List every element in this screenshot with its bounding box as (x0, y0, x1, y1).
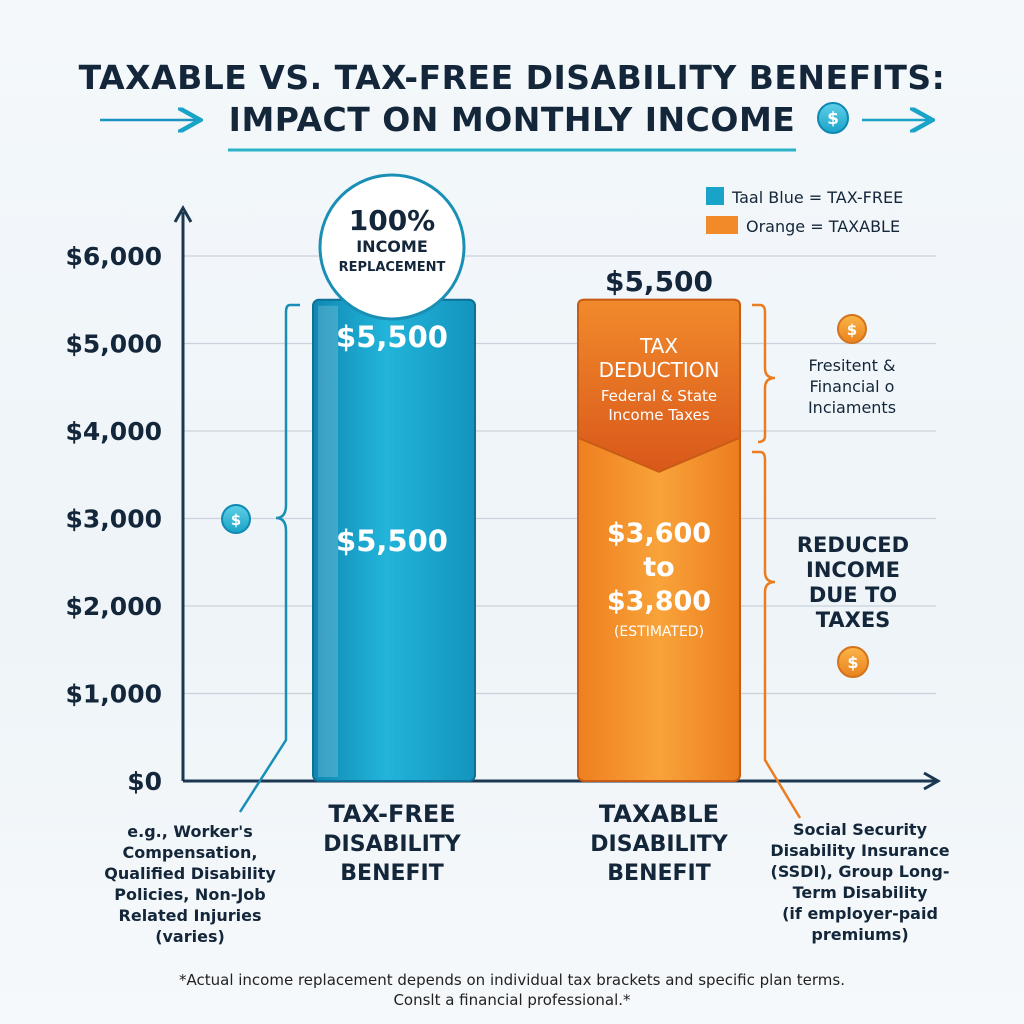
badge-line3: REPLACEMENT (339, 260, 446, 275)
left-dollar-icon: $ (221, 504, 251, 534)
tax-free-mid-value: $5,500 (336, 524, 448, 558)
noteReduced-line: REDUCED (797, 533, 909, 557)
deduction-sub-1: Federal & State (601, 387, 717, 405)
y-tick-label: $4,000 (66, 417, 162, 446)
y-tick-label: $1,000 (66, 680, 162, 709)
x-category-label: TAXABLE (599, 800, 719, 828)
chart-title-line2: IMPACT ON MONTHLY INCOME (228, 100, 796, 139)
x-category-label: BENEFIT (340, 861, 443, 886)
tax-free-brace (238, 303, 300, 813)
noteLeft-line: Policies, Non-Job (114, 885, 266, 904)
gridlines (183, 255, 936, 695)
net-income-low: $3,600 (607, 518, 711, 549)
x-category-label: TAX-FREE (328, 800, 455, 828)
noteRight-line: Social Security (793, 820, 928, 839)
deduction-brace (752, 303, 776, 444)
taxable-examples: Social Security Disability Insurance (SSDI… (770, 820, 949, 944)
noteLeft-line: e.g., Worker's (127, 822, 252, 841)
x-category-labels: TAX-FREE DISABILITY BENEFIT TAXABLE DISABILI… (323, 800, 728, 886)
deduction-title-2: DEDUCTION (599, 358, 720, 382)
y-tick-label: $0 (127, 767, 162, 796)
badge-percent: 100% (349, 204, 436, 237)
noteRight-line: Disability Insurance (770, 841, 949, 860)
reduced-dollar-icon: $ (837, 646, 869, 678)
tax-free-top-value: $5,500 (336, 320, 448, 354)
y-tick-label: $2,000 (66, 592, 162, 621)
tax-free-examples: e.g., Worker's Compensation, Qualified Dis… (104, 822, 276, 946)
deduction-dollar-glyph: $ (847, 321, 857, 339)
legend-swatch-taxfree (706, 187, 724, 205)
x-category-label: DISABILITY (590, 832, 728, 857)
y-tick-labels: $0 $1,000 $2,000 $3,000 $4,000 $5,000 $6,000 (66, 242, 162, 796)
x-category-label: BENEFIT (607, 861, 710, 886)
noteReduced-line: INCOME (806, 558, 900, 582)
footnote: *Actual income replacement depends on in… (0, 970, 1024, 1010)
reduced-income-brace (752, 450, 802, 819)
noteRight-line: (if employer-paid (782, 904, 938, 923)
noteDeduct-line: Fresitent & (809, 356, 896, 375)
footnote-line2: Conslt a financial professional.* (393, 991, 631, 1009)
tax-deduction-segment (577, 298, 741, 473)
noteLeft-line: Compensation, (122, 843, 257, 862)
noteDeduct-line: Inciaments (808, 398, 896, 417)
noteRight-line: (SSDI), Group Long- (771, 862, 950, 881)
legend-swatch-taxable (706, 216, 738, 234)
x-axis-arrow (923, 771, 942, 791)
noteReduced-line: TAXES (816, 608, 891, 632)
taxable-top-value: $5,500 (605, 265, 713, 298)
net-income-high: $3,800 (607, 586, 711, 617)
badge-line2: INCOME (356, 237, 428, 256)
noteLeft-line: Qualified Disability (104, 864, 276, 883)
title-dollar-glyph: $ (827, 109, 839, 129)
deduction-note: Fresitent & Financial o Inciaments (808, 356, 896, 417)
y-tick-label: $6,000 (66, 242, 162, 271)
deduction-title-1: TAX (639, 334, 678, 358)
left-dollar-glyph: $ (231, 511, 241, 529)
deduction-dollar-icon: $ (837, 314, 867, 344)
bar-tax-free-highlight (318, 305, 338, 777)
reduced-dollar-glyph: $ (847, 653, 858, 672)
legend-label-taxfree: Taal Blue = TAX-FREE (731, 188, 903, 207)
noteLeft-line: (varies) (155, 927, 225, 946)
x-category-label: DISABILITY (323, 832, 461, 857)
title-dollar-icon: $ (817, 102, 849, 134)
legend: Taal Blue = TAX-FREE Orange = TAXABLE (706, 187, 903, 236)
noteRight-line: premiums) (811, 925, 908, 944)
footnote-line1: *Actual income replacement depends on in… (179, 971, 845, 989)
legend-label-taxable: Orange = TAXABLE (746, 217, 900, 236)
noteDeduct-line: Financial o (810, 377, 895, 396)
y-axis-arrow (173, 204, 193, 223)
noteReduced-line: DUE TO (809, 583, 897, 607)
deduction-sub-2: Income Taxes (608, 406, 709, 424)
net-income-to: to (643, 552, 674, 583)
y-tick-label: $3,000 (66, 505, 162, 534)
noteLeft-line: Related Injuries (119, 906, 262, 925)
noteRight-line: Term Disability (793, 883, 928, 902)
y-tick-label: $5,000 (66, 330, 162, 359)
income-replacement-badge: 100% INCOME REPLACEMENT (318, 173, 466, 321)
chart-title-line1: TAXABLE VS. TAX-FREE DISABILITY BENEFITS… (78, 58, 946, 97)
net-income-estimated: (ESTIMATED) (614, 624, 704, 640)
